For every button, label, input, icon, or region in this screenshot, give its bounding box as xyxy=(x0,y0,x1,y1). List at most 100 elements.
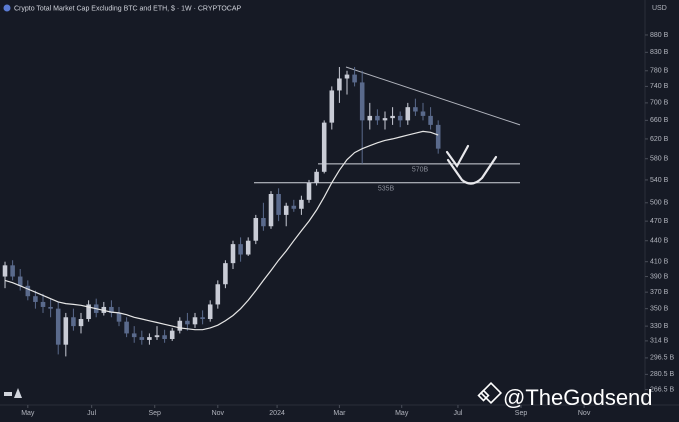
level-label: 535B xyxy=(378,186,395,193)
y-tick-label: 296.5 B xyxy=(650,355,674,362)
x-tick-label: May xyxy=(21,410,35,417)
candle-body xyxy=(344,74,350,79)
candle-body xyxy=(321,122,327,172)
candle-body xyxy=(71,317,76,327)
candle-body xyxy=(109,306,114,313)
candle-body xyxy=(215,284,221,305)
candle-body xyxy=(177,320,183,331)
x-tick-label: May xyxy=(395,410,409,417)
y-tick-label: 266.5 B xyxy=(650,386,674,393)
level-label: 570B xyxy=(412,167,429,174)
x-tick-label: Sep xyxy=(148,410,161,417)
candle-body xyxy=(124,321,129,334)
candle-body xyxy=(253,218,259,241)
x-tick-label: Jul xyxy=(87,410,96,417)
y-tick-label: 500 B xyxy=(650,200,669,207)
watermark: @TheGodsend xyxy=(503,385,653,410)
candle-body xyxy=(352,74,357,83)
candle-body xyxy=(63,317,69,345)
y-tick-label: 370 B xyxy=(650,289,669,296)
y-tick-label: 314 B xyxy=(650,338,669,345)
candle-body xyxy=(78,319,84,327)
logo-part xyxy=(4,392,12,396)
y-tick-label: 580 B xyxy=(650,156,669,163)
binance-logo xyxy=(477,381,503,405)
tradingview-logo xyxy=(4,388,22,398)
candle-body xyxy=(413,107,418,112)
candle-body xyxy=(154,335,160,338)
candle-body xyxy=(2,265,8,277)
candle-body xyxy=(420,111,426,116)
candle-body xyxy=(314,171,319,183)
logo-part xyxy=(14,388,22,398)
candle-body xyxy=(299,199,304,209)
trendline xyxy=(345,66,521,126)
candle-body xyxy=(25,285,31,297)
candle-body xyxy=(230,244,236,264)
x-tick-label: Nov xyxy=(212,410,225,417)
y-tick-label: 880 B xyxy=(650,32,669,39)
chart-title: Crypto Total Market Cap Excluding BTC an… xyxy=(14,5,242,12)
y-tick-label: 440 B xyxy=(650,238,669,245)
candle-body xyxy=(329,90,335,123)
y-tick-label: 620 B xyxy=(650,136,669,143)
candle-body xyxy=(367,115,373,121)
candle-body xyxy=(276,194,281,215)
candle-body xyxy=(375,115,380,121)
candle-body xyxy=(10,265,15,277)
y-tick-label: 280.5 B xyxy=(650,371,674,378)
y-tick-label: 780 B xyxy=(650,68,669,75)
candle-body xyxy=(40,301,46,307)
moving-average xyxy=(4,130,439,331)
candle-body xyxy=(397,115,403,121)
candle-body xyxy=(359,82,365,121)
x-tick-label: Nov xyxy=(578,410,591,417)
x-tick-label: Mar xyxy=(333,410,346,417)
y-tick-label: 830 B xyxy=(650,49,669,56)
y-tick-label: 740 B xyxy=(650,83,669,90)
candle-body xyxy=(86,304,91,320)
candle-body xyxy=(283,205,289,215)
candle-body xyxy=(261,218,266,227)
candle-body xyxy=(131,333,137,338)
y-tick-label: 540 B xyxy=(650,177,669,184)
hand-drawn-arrow xyxy=(445,144,498,185)
candle-body xyxy=(238,244,243,255)
candle-body xyxy=(337,78,342,91)
y-tick-label: 350 B xyxy=(650,306,669,313)
symbol-icon xyxy=(3,4,11,12)
candle-body xyxy=(17,276,23,286)
candle-body xyxy=(245,240,251,255)
candle-body xyxy=(207,304,213,320)
candle-body xyxy=(200,317,205,320)
candle-body xyxy=(147,337,152,340)
candle-body xyxy=(405,107,411,121)
y-tick-label: 660 B xyxy=(650,117,669,124)
candle-body xyxy=(116,312,122,322)
candle-body xyxy=(185,320,190,325)
candle-body xyxy=(162,335,167,339)
candle-body xyxy=(48,306,53,309)
candle-body xyxy=(139,337,145,340)
candle-body xyxy=(306,182,312,200)
currency: USD xyxy=(652,5,667,12)
candle-body xyxy=(435,124,441,149)
logo-part xyxy=(479,381,503,405)
x-tick-label: Sep xyxy=(515,410,528,417)
x-tick-label: 2024 xyxy=(269,410,285,417)
y-tick-label: 700 B xyxy=(650,100,669,107)
candle-body xyxy=(428,115,433,125)
x-tick-label: Jul xyxy=(453,410,462,417)
y-tick-label: 470 B xyxy=(650,218,669,225)
y-tick-label: 330 B xyxy=(650,323,669,330)
candle-body xyxy=(382,118,388,121)
y-tick-label: 410 B xyxy=(650,259,669,266)
candle-body xyxy=(223,263,228,285)
candle-body xyxy=(169,330,175,339)
candle-body xyxy=(390,115,395,119)
candle-body xyxy=(291,205,297,209)
y-tick-label: 390 B xyxy=(650,273,669,280)
